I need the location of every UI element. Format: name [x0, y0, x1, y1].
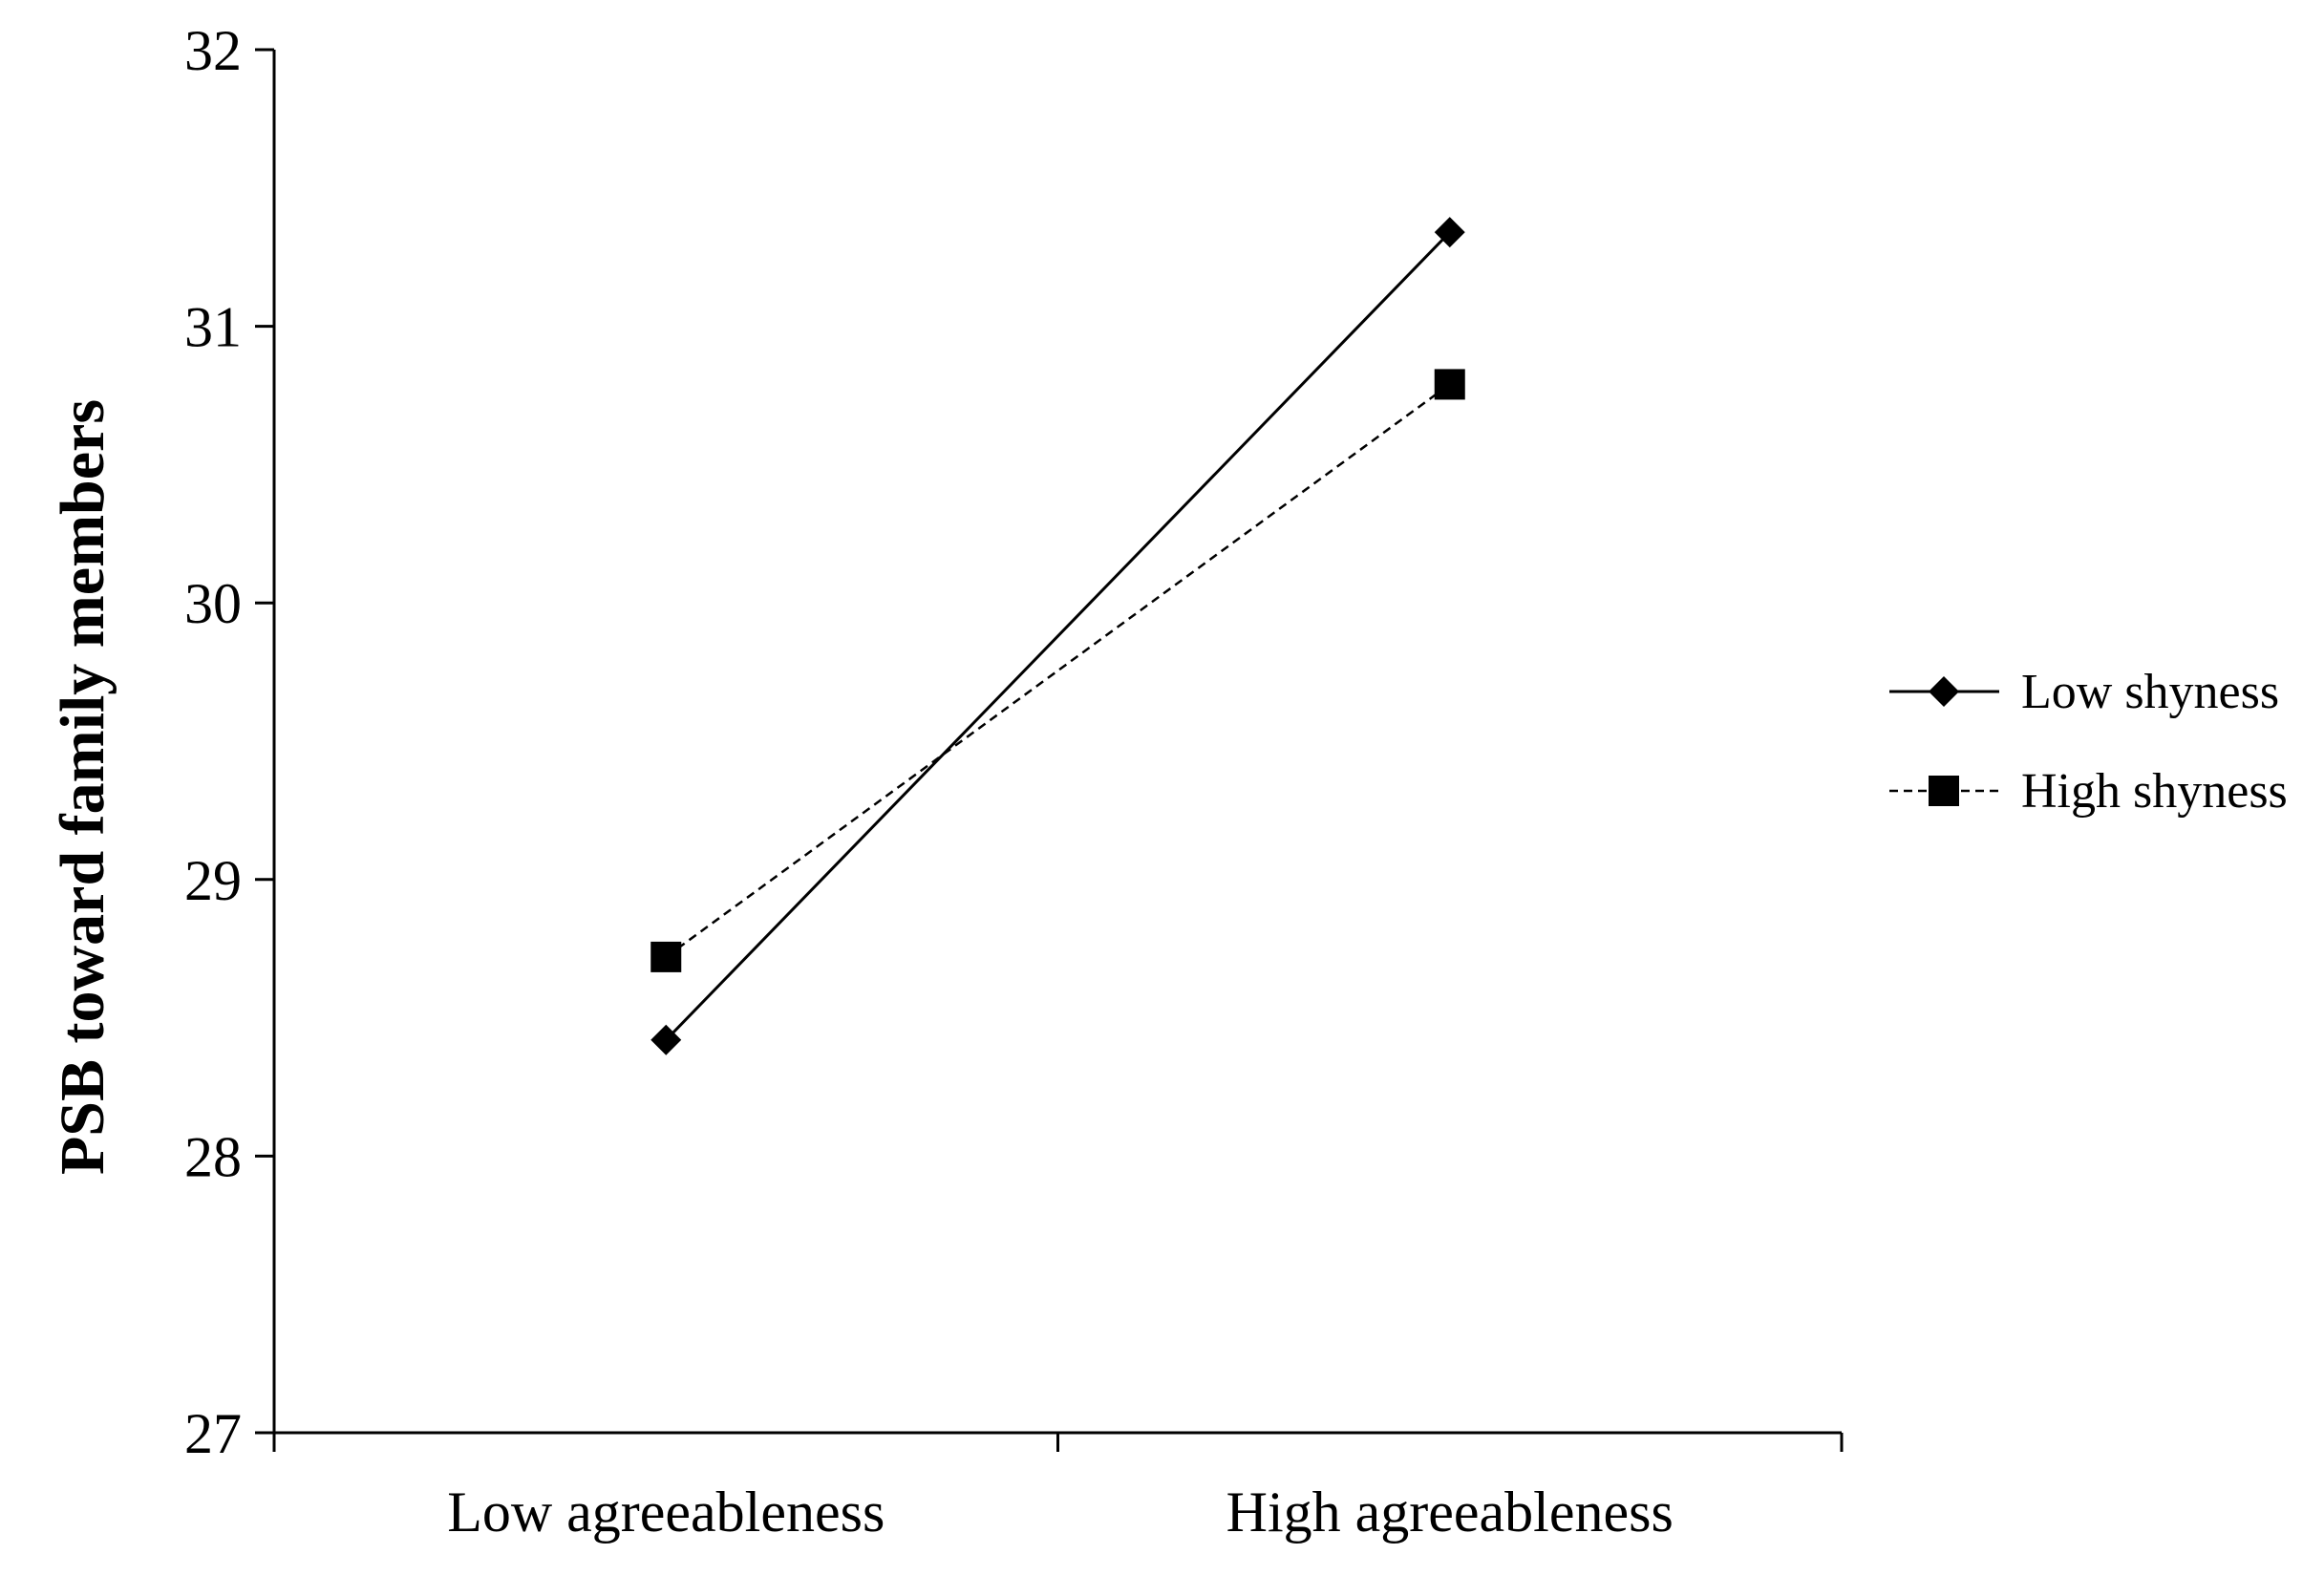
- y-tick-label: 30: [184, 572, 242, 635]
- data-point: [1434, 217, 1465, 248]
- x-ticks: Low agreeableness High agreeableness: [272, 1433, 1844, 1544]
- y-axis-title: PSB toward family members: [48, 399, 117, 1175]
- series-layer: [650, 217, 1465, 1055]
- series-1: [650, 217, 1465, 1055]
- y-tick-label: 31: [184, 296, 242, 359]
- legend-marker: [1929, 776, 1959, 806]
- y-tick-label: 28: [184, 1125, 242, 1188]
- y-ticks: 27 28 29 30 31 32: [184, 19, 274, 1465]
- legend-label: High shyness: [2021, 764, 2288, 819]
- axes: [272, 50, 1842, 1435]
- y-tick-label: 27: [184, 1402, 242, 1465]
- x-tick-label: High agreeableness: [1226, 1480, 1674, 1544]
- series-2: [650, 369, 1465, 972]
- legend-entry: Low shyness: [1889, 665, 2279, 719]
- data-point: [1434, 369, 1465, 400]
- series-line: [665, 231, 1451, 1041]
- y-tick-label: 32: [184, 19, 242, 82]
- series-line: [665, 383, 1451, 958]
- y-tick-label: 29: [184, 849, 242, 912]
- x-tick-label: Low agreeableness: [447, 1480, 885, 1544]
- legend-marker: [1929, 676, 1959, 707]
- data-point: [650, 941, 682, 972]
- data-point: [650, 1024, 682, 1055]
- legend-label: Low shyness: [2021, 665, 2279, 719]
- legend: Low shyness High shyness: [1889, 665, 2288, 819]
- legend-entry: High shyness: [1889, 764, 2288, 819]
